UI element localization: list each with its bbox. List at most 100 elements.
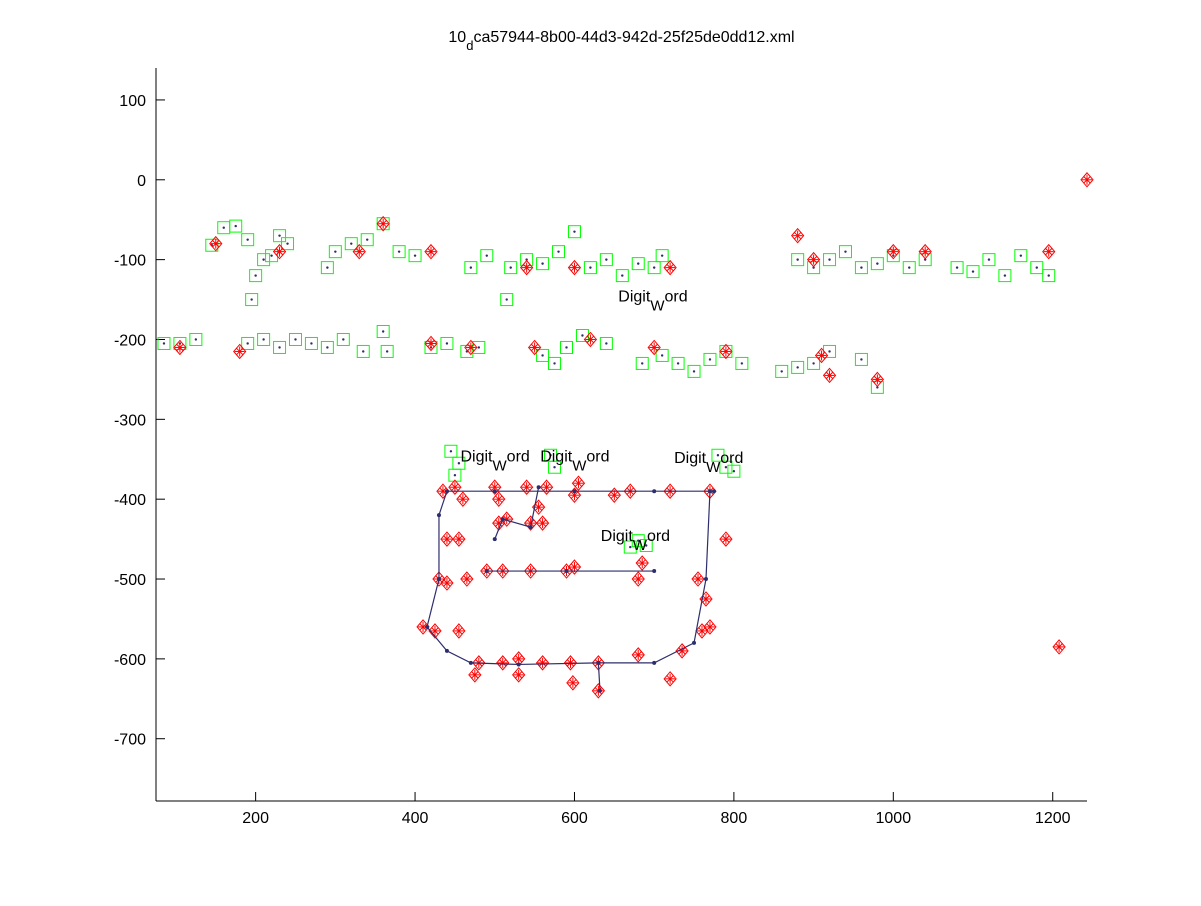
star-stroke (494, 495, 503, 504)
diamond (918, 243, 932, 260)
square-point (548, 356, 562, 370)
square-point (257, 332, 271, 346)
square-point (655, 249, 669, 263)
diamond (663, 259, 677, 276)
dot (1047, 274, 1050, 277)
line-point (597, 688, 602, 693)
dot (876, 262, 879, 265)
star-stroke (463, 575, 471, 583)
diamond (432, 571, 446, 587)
dot (828, 258, 831, 261)
square-point (448, 468, 462, 482)
star-point (647, 339, 661, 356)
star-point (806, 251, 821, 268)
dot (573, 230, 576, 233)
x-tick-label: 800 (721, 810, 748, 827)
square-point (328, 245, 342, 259)
square-point (304, 336, 318, 350)
square-point (647, 261, 661, 275)
line-point (652, 489, 657, 494)
y-tick-label: -200 (114, 332, 146, 349)
star-stroke (666, 263, 674, 272)
star-point (719, 531, 733, 547)
dot (381, 330, 385, 333)
square-point (671, 356, 685, 370)
star-stroke (1044, 247, 1053, 256)
square-point (727, 464, 741, 478)
diamond (527, 339, 542, 356)
diamond (472, 655, 486, 671)
diamond (428, 623, 442, 639)
square-marker (273, 340, 287, 354)
dot (971, 270, 975, 273)
diamond (272, 243, 287, 260)
square-point (249, 269, 263, 283)
diamond (440, 575, 454, 591)
square-marker (1042, 269, 1056, 283)
annotation: DigitWord (601, 528, 670, 554)
dot (162, 342, 166, 345)
line-point (536, 485, 541, 490)
square-point (504, 261, 518, 275)
annotation-part: ord (586, 448, 609, 465)
x-tick-label: 1200 (1035, 810, 1071, 827)
dot (541, 354, 544, 357)
star-stroke (722, 535, 730, 543)
diamond (886, 243, 900, 260)
star-point (1042, 243, 1056, 260)
star-stroke (809, 255, 818, 264)
square-point (635, 356, 649, 370)
square-marker (241, 233, 255, 247)
dot (505, 298, 508, 301)
diamond (464, 339, 478, 356)
dot (366, 238, 369, 241)
square-marker (854, 261, 868, 275)
square-point (344, 237, 358, 251)
diamond (523, 563, 538, 579)
diamond (790, 227, 805, 244)
star-stroke (1055, 643, 1063, 651)
dot (278, 346, 281, 349)
dot (987, 258, 991, 261)
star-point (675, 643, 689, 659)
dot (724, 466, 728, 469)
dot (676, 362, 680, 365)
star-point (571, 475, 586, 491)
dot (477, 346, 481, 349)
star-point (886, 243, 900, 260)
star-point (233, 343, 247, 360)
star-stroke (470, 670, 479, 679)
star-stroke (538, 659, 547, 667)
diamond (591, 683, 606, 699)
annotation: DigitWord (674, 450, 743, 476)
annotation-part: ord (647, 528, 670, 545)
star-point (519, 479, 534, 495)
square-marker (631, 534, 645, 548)
square-marker (615, 269, 629, 283)
diamond (352, 243, 366, 260)
square-marker (376, 324, 390, 338)
dot (326, 346, 329, 349)
dot (413, 254, 417, 257)
diamond (492, 491, 506, 507)
dot (796, 366, 799, 369)
diamond (523, 515, 538, 531)
square-point (288, 332, 302, 346)
x-tick-label: 1000 (876, 810, 912, 827)
diamond (496, 563, 510, 579)
annotation-part: W (633, 537, 648, 554)
star-point (567, 259, 582, 276)
dot (294, 338, 297, 341)
star-point (663, 259, 677, 276)
square-point (408, 249, 422, 263)
star-point (527, 339, 542, 356)
square-point (775, 364, 789, 378)
square-marker (229, 219, 243, 233)
square-marker (671, 356, 685, 370)
dot (796, 258, 799, 261)
dot (250, 298, 253, 301)
square-marker (1030, 261, 1044, 275)
square-point (189, 332, 203, 346)
square-marker (560, 340, 574, 354)
star-point (523, 515, 538, 531)
